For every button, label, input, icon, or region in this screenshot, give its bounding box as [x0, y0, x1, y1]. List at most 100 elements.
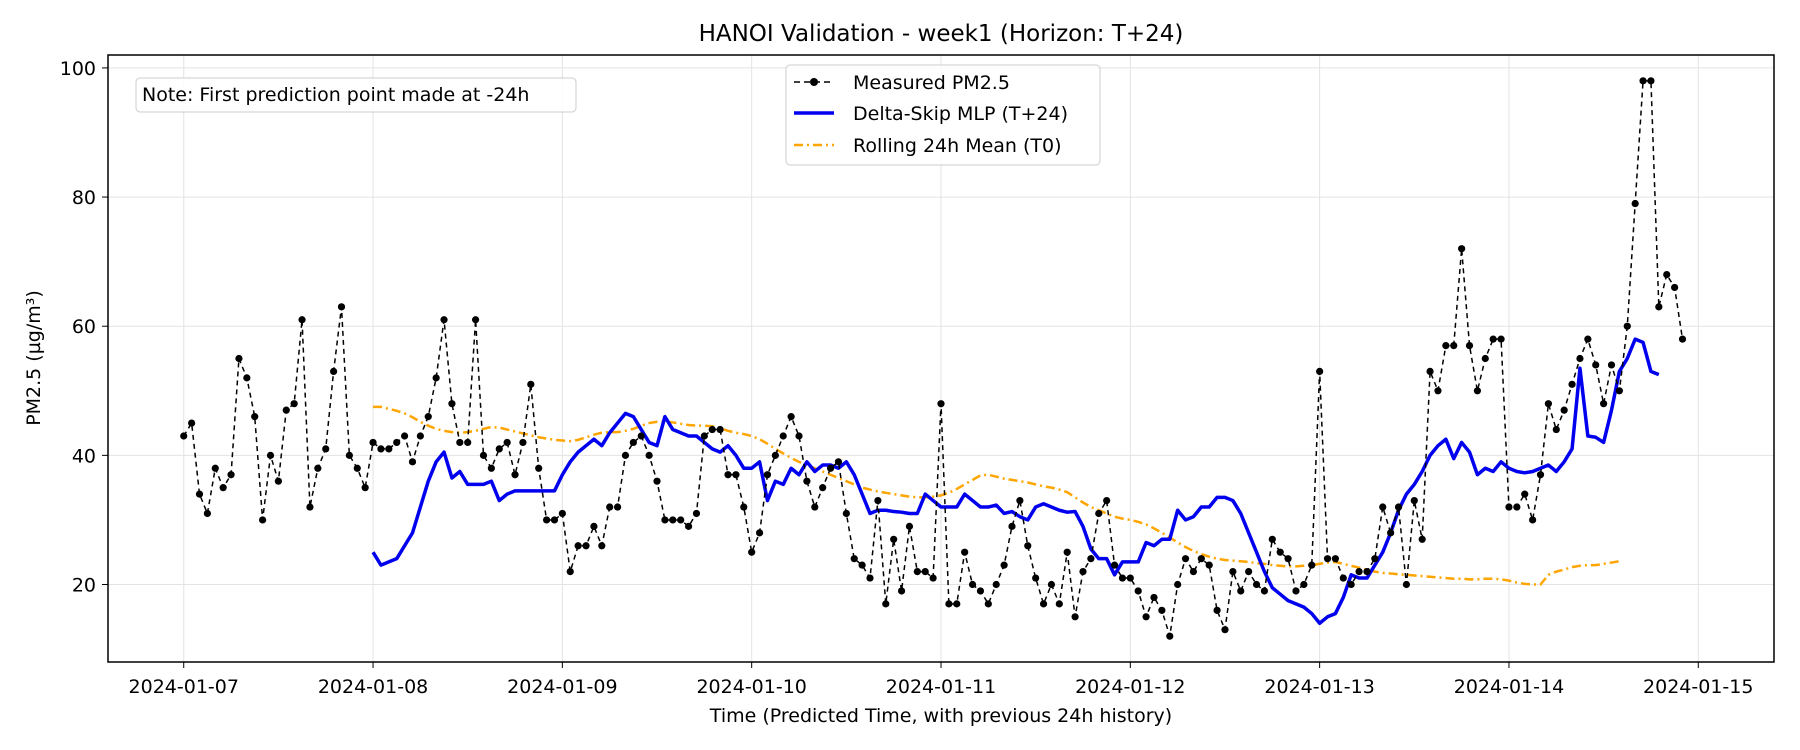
- data-point: [913, 568, 921, 576]
- data-point: [661, 516, 669, 524]
- data-point: [251, 413, 259, 421]
- data-point: [1245, 568, 1253, 576]
- data-point: [180, 432, 188, 440]
- data-point: [1631, 199, 1639, 208]
- data-point: [1560, 406, 1568, 414]
- data-point: [1552, 425, 1560, 434]
- data-point: [677, 516, 685, 524]
- data-point: [1410, 496, 1418, 505]
- data-point: [1639, 77, 1647, 85]
- data-point: [306, 503, 314, 511]
- data-point: [369, 438, 377, 447]
- data-point: [1016, 496, 1024, 505]
- x-tick-label: 2024-01-10: [696, 676, 806, 698]
- data-point: [692, 509, 701, 518]
- legend-label-measured: Measured PM2.5: [853, 72, 1010, 94]
- data-point: [1142, 613, 1150, 621]
- data-point: [708, 425, 716, 434]
- data-point: [282, 406, 290, 414]
- data-point: [1103, 496, 1111, 505]
- data-point: [353, 464, 361, 472]
- data-point: [890, 535, 898, 543]
- y-tick-label: 40: [72, 445, 96, 467]
- data-point: [322, 445, 330, 453]
- data-point: [550, 516, 559, 524]
- data-point: [598, 542, 606, 550]
- data-point: [1071, 613, 1079, 621]
- data-point: [645, 451, 653, 459]
- y-tick-label: 80: [72, 187, 96, 209]
- data-point: [779, 432, 787, 440]
- x-tick-label: 2024-01-08: [318, 676, 428, 698]
- data-point: [1584, 335, 1592, 343]
- data-point: [542, 516, 551, 524]
- data-point: [1663, 270, 1671, 279]
- data-point: [448, 400, 456, 408]
- data-point: [905, 522, 914, 530]
- data-point: [243, 374, 251, 382]
- data-point: [992, 580, 1000, 589]
- data-point: [1252, 580, 1261, 589]
- data-point: [195, 490, 204, 498]
- y-tick-label: 20: [72, 575, 96, 597]
- data-point: [1355, 568, 1363, 576]
- data-point: [1513, 503, 1521, 511]
- data-point: [1181, 555, 1190, 563]
- data-point: [1292, 587, 1300, 595]
- y-ticks: 20 40 60 80 100: [60, 58, 108, 597]
- data-point: [629, 438, 637, 447]
- data-point: [259, 516, 267, 524]
- data-point: [684, 522, 693, 530]
- legend-marker-measured: [810, 78, 818, 86]
- data-point: [1276, 548, 1284, 556]
- data-point: [345, 451, 353, 459]
- x-tick-label: 2024-01-13: [1264, 676, 1374, 698]
- data-point: [1339, 574, 1347, 582]
- data-point: [1678, 335, 1687, 343]
- data-point: [203, 509, 211, 518]
- data-point: [1134, 587, 1142, 595]
- data-point: [1489, 335, 1497, 343]
- data-point: [613, 503, 622, 511]
- data-point: [401, 432, 409, 440]
- data-point: [1607, 361, 1616, 369]
- data-point: [1174, 580, 1182, 589]
- data-point: [637, 432, 645, 440]
- data-point: [1316, 367, 1324, 376]
- data-point: [984, 600, 992, 608]
- series-layer: [180, 77, 1687, 640]
- data-point: [527, 380, 535, 388]
- data-point: [1481, 354, 1489, 363]
- data-point: [1394, 503, 1403, 511]
- data-point: [1284, 555, 1292, 563]
- data-point: [795, 432, 803, 440]
- data-point: [834, 458, 843, 466]
- data-point: [1647, 77, 1655, 85]
- data-point: [740, 503, 748, 511]
- data-point: [1655, 303, 1663, 311]
- data-point: [1576, 354, 1584, 363]
- data-point: [1095, 509, 1103, 518]
- data-point: [211, 464, 219, 472]
- data-point: [456, 438, 464, 447]
- data-point: [1331, 555, 1340, 563]
- data-point: [1465, 341, 1474, 350]
- data-point: [424, 413, 432, 421]
- data-point: [874, 496, 882, 505]
- data-point: [1521, 490, 1529, 498]
- data-point: [1600, 400, 1608, 408]
- data-point: [961, 548, 969, 556]
- data-point: [897, 587, 906, 595]
- data-point: [464, 438, 472, 447]
- data-point: [1047, 580, 1056, 589]
- data-point: [1402, 580, 1411, 589]
- data-point: [440, 316, 448, 324]
- data-point: [1205, 561, 1213, 569]
- data-point: [1434, 387, 1442, 395]
- x-tick-label: 2024-01-11: [886, 676, 996, 698]
- data-point: [566, 568, 574, 576]
- data-point: [1379, 503, 1387, 511]
- data-point: [1505, 503, 1513, 511]
- data-point: [1418, 535, 1426, 543]
